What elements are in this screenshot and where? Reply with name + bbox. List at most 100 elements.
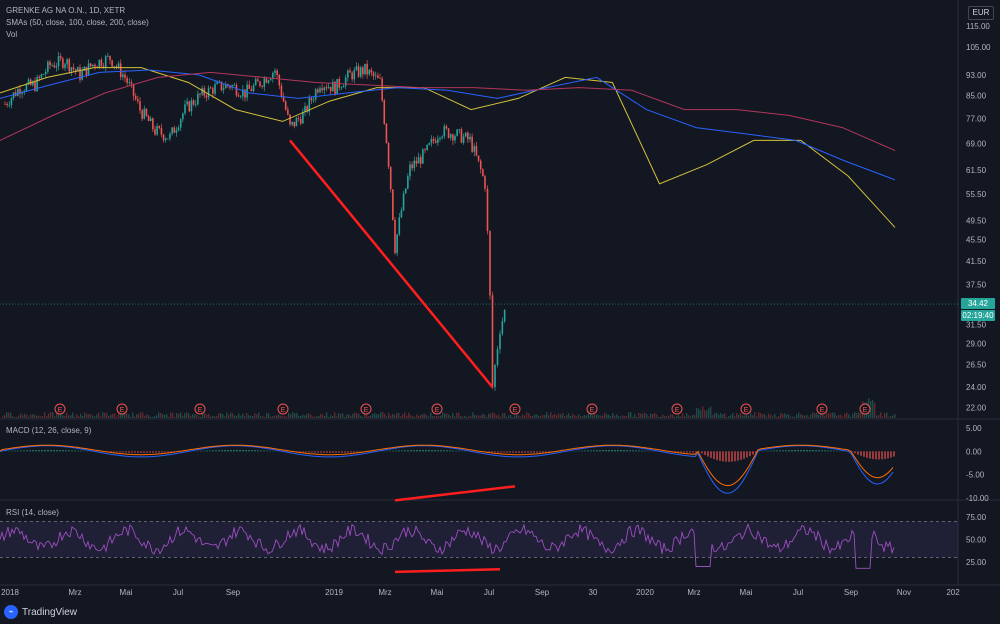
volume-bar	[398, 413, 399, 418]
volume-bar	[528, 413, 529, 418]
macd-histogram-bar	[812, 450, 814, 451]
macd-histogram-bar	[602, 450, 604, 451]
candle-body	[105, 56, 107, 67]
macd-histogram-bar	[500, 451, 502, 452]
macd-histogram-bar	[869, 451, 871, 458]
volume-bar	[680, 417, 681, 418]
macd-histogram-bar	[707, 451, 709, 456]
brand-name: TradingView	[22, 607, 77, 618]
price-tick-label: 24.00	[966, 383, 987, 392]
volume-bar	[208, 414, 209, 418]
volume-bar	[666, 416, 667, 418]
volume-bar	[28, 417, 29, 418]
candle-body	[409, 164, 411, 176]
macd-histogram-bar	[542, 451, 544, 452]
volume-bar	[470, 416, 471, 418]
macd-histogram-bar	[872, 451, 874, 459]
volume-bar	[722, 414, 723, 418]
rsi-tick-label: 25.00	[966, 558, 987, 567]
volume-bar	[818, 415, 819, 418]
candle-body	[270, 79, 272, 80]
candle-body	[416, 161, 418, 164]
macd-histogram-bar	[164, 451, 166, 452]
volume-bar	[434, 416, 435, 418]
macd-histogram-bar	[509, 451, 511, 452]
macd-histogram-bar	[419, 450, 421, 451]
candle-body	[216, 82, 218, 84]
candle-body	[317, 89, 319, 92]
volume-bar	[650, 414, 651, 418]
macd-histogram-bar	[686, 451, 688, 452]
macd-histogram-bar	[59, 450, 61, 451]
macd-histogram-bar	[704, 451, 706, 455]
candle-body	[56, 66, 58, 67]
volume-bar	[780, 413, 781, 418]
volume-bar	[24, 414, 25, 418]
volume-bar	[296, 413, 297, 418]
volume-bar	[56, 414, 57, 418]
candle-body	[461, 129, 463, 142]
volume-bar	[92, 416, 93, 418]
candle-body	[257, 79, 259, 81]
candle-body	[349, 71, 351, 73]
candle-body	[454, 136, 456, 141]
volume-bar	[624, 416, 625, 418]
volume-bar	[786, 415, 787, 418]
volume-bar	[298, 416, 299, 418]
volume-bar	[738, 415, 739, 418]
candle-body	[368, 70, 370, 74]
candle-body	[433, 139, 435, 141]
volume-bar	[36, 416, 37, 418]
volume-bar	[230, 413, 231, 418]
time-tick-label: Nov	[897, 588, 911, 597]
macd-histogram-bar	[860, 451, 862, 455]
volume-bar	[30, 415, 31, 418]
candle-body	[471, 137, 473, 152]
candle-body	[244, 89, 246, 97]
volume-bar	[628, 412, 629, 418]
volume-bar	[530, 416, 531, 418]
candle-body	[285, 102, 287, 110]
volume-bar	[300, 416, 301, 418]
price-tick-label: 37.50	[966, 280, 987, 289]
candle-body	[401, 210, 403, 217]
macd-histogram-bar	[212, 450, 214, 451]
volume-bar	[182, 416, 183, 418]
volume-bar	[6, 412, 7, 418]
volume-bar	[86, 414, 87, 418]
volume-bar	[668, 416, 669, 418]
volume-bar	[602, 416, 603, 418]
volume-bar	[392, 414, 393, 418]
volume-bar	[284, 416, 285, 418]
candle-body	[62, 58, 64, 67]
macd-histogram-bar	[413, 450, 415, 451]
macd-histogram-bar	[239, 450, 241, 451]
volume-bar	[618, 416, 619, 418]
macd-histogram-bar	[122, 451, 124, 452]
candle-body	[326, 87, 328, 88]
volume-bar	[698, 408, 699, 418]
macd-histogram-bar	[47, 450, 49, 451]
candle-body	[289, 115, 291, 125]
volume-bar	[280, 416, 281, 418]
volume-bar	[884, 413, 885, 418]
macd-histogram-bar	[680, 451, 682, 452]
candle-body	[418, 157, 420, 163]
volume-bar	[478, 415, 479, 418]
macd-histogram-bar	[605, 450, 607, 451]
volume-bar	[438, 416, 439, 418]
candle-body	[287, 110, 289, 115]
macd-histogram-bar	[455, 451, 457, 452]
candle-body	[345, 78, 347, 86]
brand[interactable]: ⌁ TradingView	[4, 605, 77, 619]
currency-button[interactable]: EUR	[968, 6, 994, 20]
macd-histogram-bar	[512, 451, 514, 452]
volume-bar	[744, 415, 745, 418]
candle-body	[186, 101, 188, 104]
volume-bar	[876, 415, 877, 418]
candle-body	[233, 85, 235, 86]
macd-histogram-bar	[425, 450, 427, 451]
candle-body	[489, 231, 491, 295]
volume-bar	[772, 417, 773, 418]
